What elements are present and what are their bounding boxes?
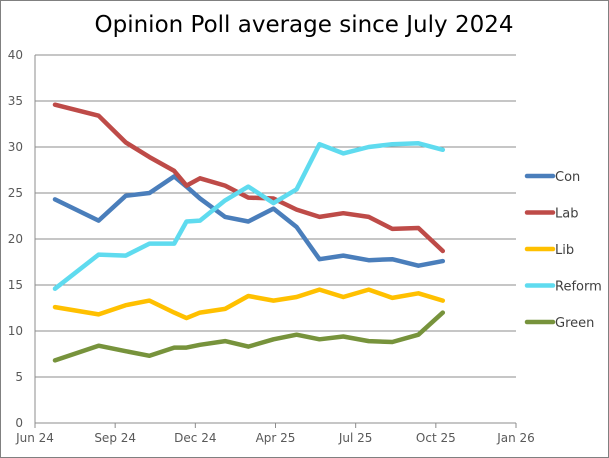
x-tick-label: Dec 24: [174, 431, 216, 445]
x-tick-label: Oct 25: [416, 431, 456, 445]
series-con: [52, 174, 446, 268]
legend-label: Green: [555, 316, 594, 331]
x-tick-label: Jan 26: [496, 431, 535, 445]
y-tick-label: 10: [8, 324, 23, 338]
y-tick-label: 40: [8, 48, 23, 62]
y-tick-label: 0: [15, 416, 23, 430]
legend-item-lib: Lib: [524, 243, 574, 258]
x-tick-label: Sep 24: [94, 431, 136, 445]
y-tick-label: 15: [8, 278, 23, 292]
legend-item-reform: Reform: [524, 280, 602, 295]
legend-item-green: Green: [524, 316, 594, 331]
legend-item-con: Con: [524, 170, 580, 185]
legend-label: Reform: [555, 280, 602, 295]
y-tick-label: 25: [8, 186, 23, 200]
y-tick-label: 35: [8, 94, 23, 108]
x-tick-label: Jul 25: [338, 431, 373, 445]
y-tick-label: 30: [8, 140, 23, 154]
series-lib: [52, 287, 446, 321]
chart-title: Opinion Poll average since July 2024: [95, 12, 514, 38]
series-lab: [52, 102, 446, 254]
series-green: [52, 310, 446, 363]
legend-item-lab: Lab: [524, 207, 578, 222]
legend-label: Lib: [555, 243, 574, 258]
y-tick-label: 20: [8, 232, 23, 246]
x-tick-label: Apr 25: [256, 431, 296, 445]
legend-label: Lab: [555, 207, 578, 222]
x-tick-label: Jun 24: [15, 431, 54, 445]
series-reform: [52, 141, 446, 291]
legend-label: Con: [555, 170, 580, 185]
y-tick-label: 5: [15, 370, 23, 384]
